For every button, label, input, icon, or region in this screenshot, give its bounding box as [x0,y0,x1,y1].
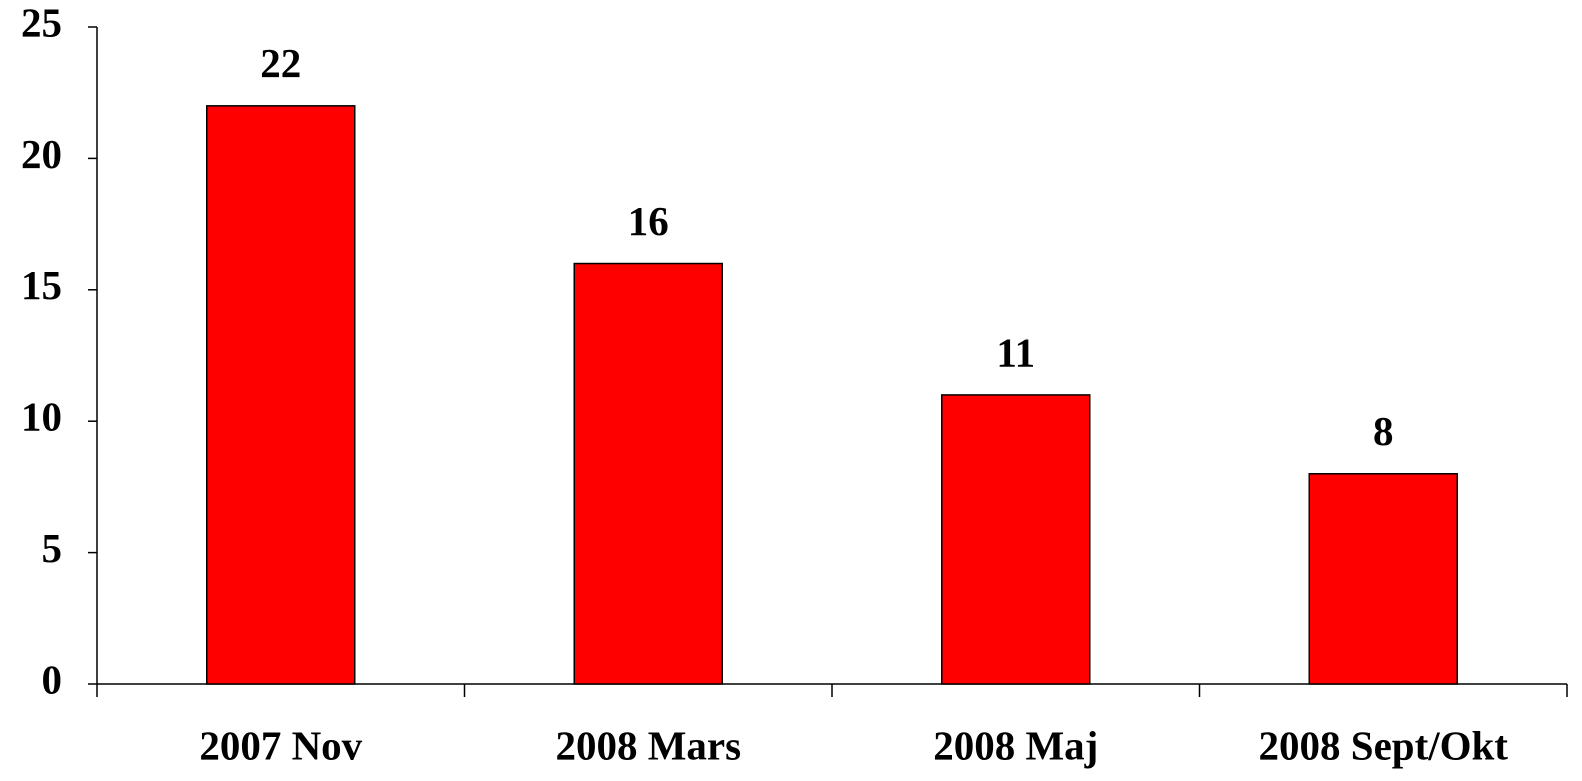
x-tick-label: 2008 Sept/Okt [1259,722,1509,768]
y-tick-label: 20 [21,131,62,177]
bar [1308,473,1458,685]
y-tick-label: 10 [21,394,62,440]
x-tick-label: 2008 Maj [933,722,1098,768]
data-label: 16 [628,198,669,244]
bar [573,262,723,685]
data-label: 8 [1373,408,1394,454]
y-tick-label: 15 [21,262,62,308]
x-tick-label: 2008 Mars [555,722,741,768]
x-tick-label: 2007 Nov [199,722,362,768]
y-tick-label: 5 [42,525,63,571]
y-tick-label: 0 [42,656,63,702]
data-label: 11 [996,329,1035,375]
bar [941,394,1091,685]
y-tick-label: 25 [21,0,62,45]
bar [206,105,356,685]
data-label: 22 [260,40,301,86]
